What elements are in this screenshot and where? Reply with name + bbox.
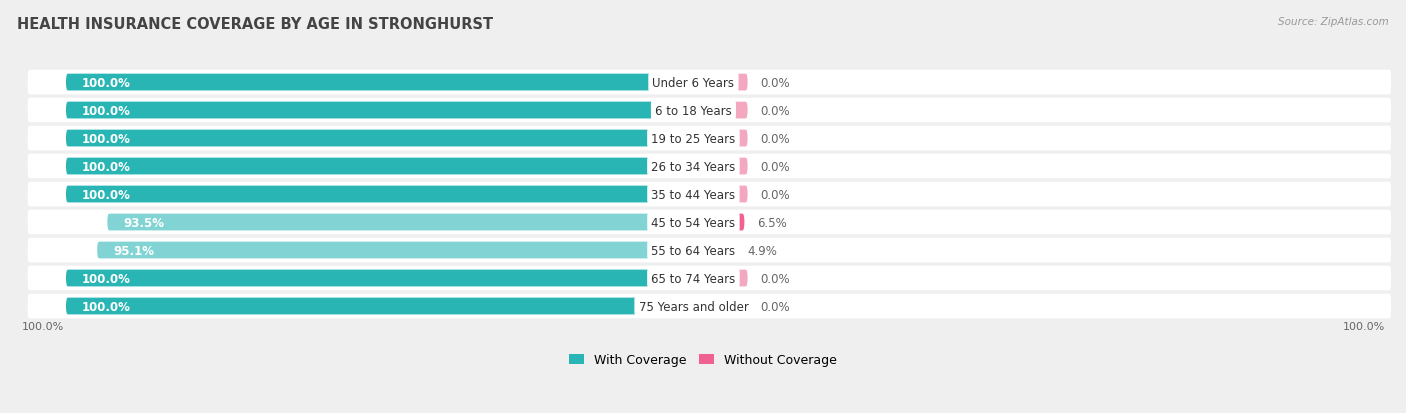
Text: 100.0%: 100.0%	[82, 76, 131, 89]
Text: 6 to 18 Years: 6 to 18 Years	[655, 104, 731, 117]
Text: Source: ZipAtlas.com: Source: ZipAtlas.com	[1278, 17, 1389, 26]
FancyBboxPatch shape	[28, 154, 1391, 179]
Text: 4.9%: 4.9%	[747, 244, 778, 257]
Text: 100.0%: 100.0%	[82, 104, 131, 117]
Text: 55 to 64 Years: 55 to 64 Years	[651, 244, 735, 257]
FancyBboxPatch shape	[703, 131, 748, 147]
FancyBboxPatch shape	[703, 214, 744, 231]
Text: 65 to 74 Years: 65 to 74 Years	[651, 272, 735, 285]
Text: 100.0%: 100.0%	[82, 300, 131, 313]
Text: 0.0%: 0.0%	[761, 272, 790, 285]
FancyBboxPatch shape	[28, 182, 1391, 207]
Text: 100.0%: 100.0%	[82, 160, 131, 173]
FancyBboxPatch shape	[28, 266, 1391, 291]
FancyBboxPatch shape	[703, 74, 748, 91]
FancyBboxPatch shape	[703, 186, 748, 203]
FancyBboxPatch shape	[703, 298, 748, 315]
FancyBboxPatch shape	[28, 210, 1391, 235]
Text: 0.0%: 0.0%	[761, 300, 790, 313]
Text: 0.0%: 0.0%	[761, 132, 790, 145]
Text: 100.0%: 100.0%	[82, 132, 131, 145]
Text: 0.0%: 0.0%	[761, 160, 790, 173]
FancyBboxPatch shape	[28, 98, 1391, 123]
Text: 0.0%: 0.0%	[761, 76, 790, 89]
FancyBboxPatch shape	[28, 126, 1391, 151]
FancyBboxPatch shape	[703, 158, 748, 175]
FancyBboxPatch shape	[703, 270, 748, 287]
Text: 100.0%: 100.0%	[21, 321, 63, 331]
FancyBboxPatch shape	[66, 186, 703, 203]
Text: 0.0%: 0.0%	[761, 104, 790, 117]
FancyBboxPatch shape	[66, 102, 703, 119]
Text: 35 to 44 Years: 35 to 44 Years	[651, 188, 735, 201]
Text: Under 6 Years: Under 6 Years	[652, 76, 734, 89]
FancyBboxPatch shape	[66, 131, 703, 147]
FancyBboxPatch shape	[66, 298, 703, 315]
Text: 26 to 34 Years: 26 to 34 Years	[651, 160, 735, 173]
FancyBboxPatch shape	[66, 74, 703, 91]
Text: 100.0%: 100.0%	[82, 188, 131, 201]
FancyBboxPatch shape	[703, 102, 748, 119]
Text: 100.0%: 100.0%	[82, 272, 131, 285]
Text: 45 to 54 Years: 45 to 54 Years	[651, 216, 735, 229]
FancyBboxPatch shape	[66, 158, 703, 175]
Text: 75 Years and older: 75 Years and older	[638, 300, 748, 313]
Text: 0.0%: 0.0%	[761, 188, 790, 201]
FancyBboxPatch shape	[97, 242, 703, 259]
FancyBboxPatch shape	[703, 242, 734, 259]
Legend: With Coverage, Without Coverage: With Coverage, Without Coverage	[569, 354, 837, 367]
Text: HEALTH INSURANCE COVERAGE BY AGE IN STRONGHURST: HEALTH INSURANCE COVERAGE BY AGE IN STRO…	[17, 17, 494, 31]
FancyBboxPatch shape	[107, 214, 703, 231]
Text: 6.5%: 6.5%	[758, 216, 787, 229]
FancyBboxPatch shape	[28, 71, 1391, 95]
Text: 100.0%: 100.0%	[1343, 321, 1385, 331]
Text: 19 to 25 Years: 19 to 25 Years	[651, 132, 735, 145]
FancyBboxPatch shape	[28, 238, 1391, 263]
Text: 95.1%: 95.1%	[112, 244, 155, 257]
FancyBboxPatch shape	[66, 270, 703, 287]
Text: 93.5%: 93.5%	[124, 216, 165, 229]
FancyBboxPatch shape	[28, 294, 1391, 318]
